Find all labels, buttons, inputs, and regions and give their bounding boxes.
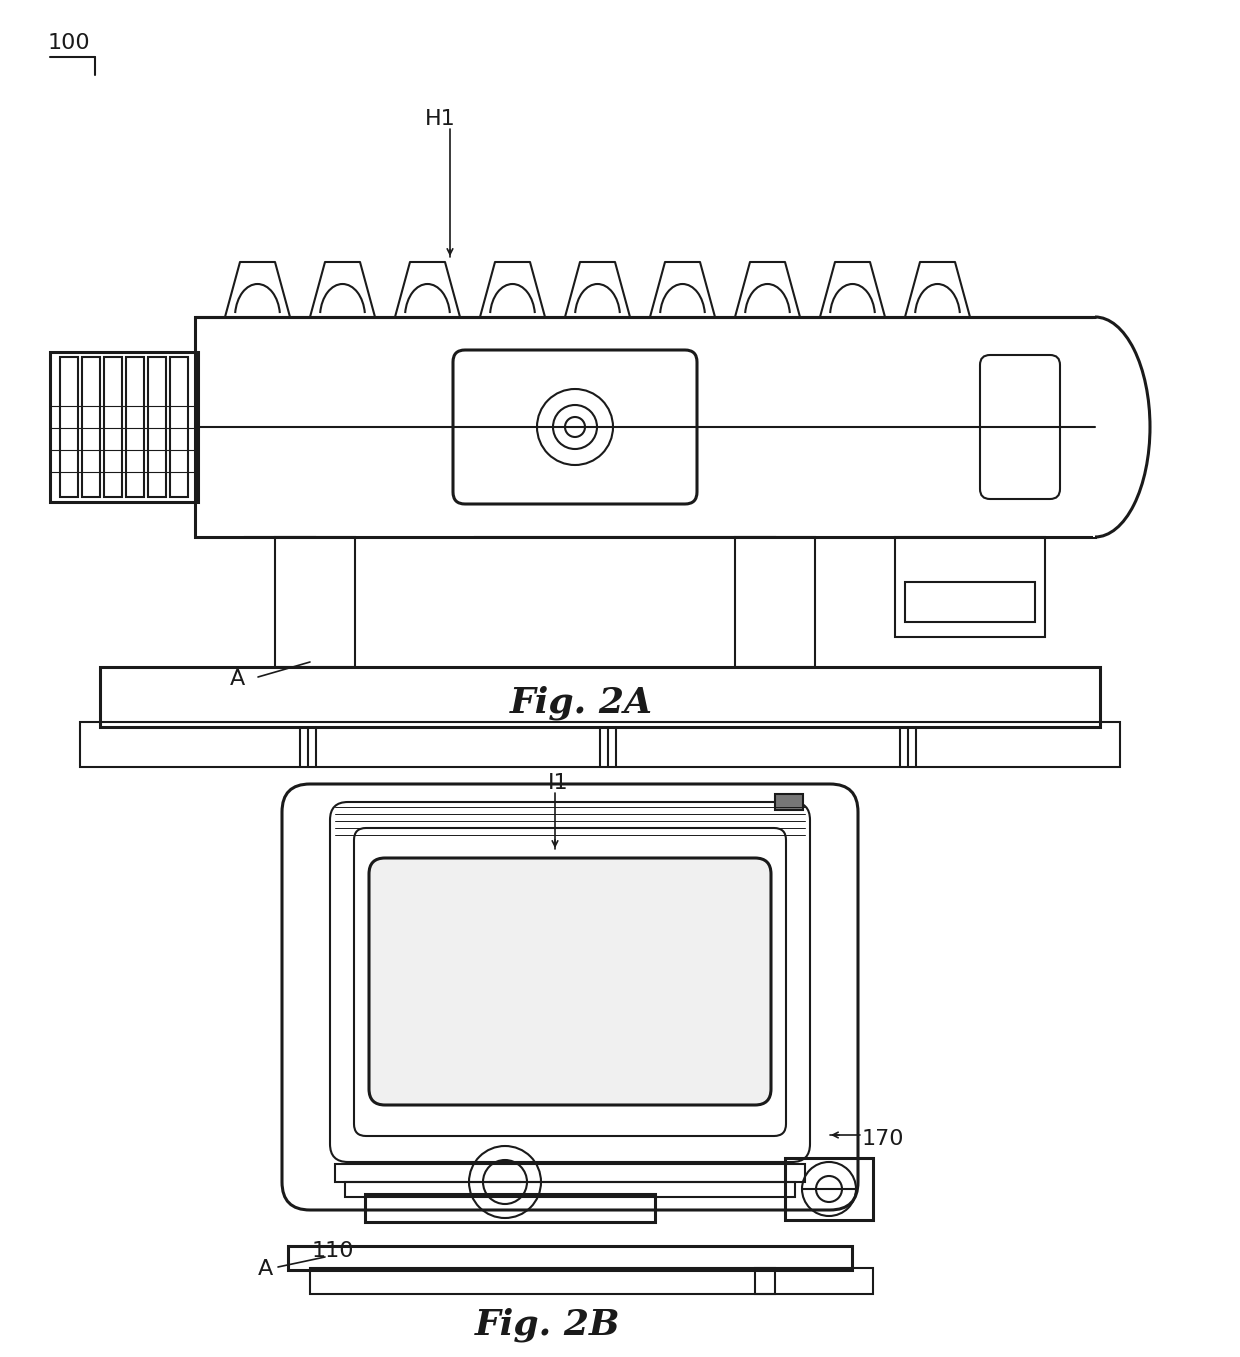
Bar: [148, 357, 166, 497]
Bar: [345, 1182, 795, 1197]
Bar: [310, 1267, 775, 1295]
FancyBboxPatch shape: [353, 828, 786, 1136]
Bar: [82, 357, 100, 497]
Bar: [195, 318, 1095, 537]
Bar: [100, 668, 1100, 727]
Bar: [775, 794, 804, 810]
Bar: [104, 357, 122, 497]
Bar: [335, 1164, 805, 1182]
FancyBboxPatch shape: [453, 350, 697, 503]
Bar: [735, 537, 815, 668]
Bar: [81, 722, 1120, 767]
FancyBboxPatch shape: [980, 356, 1060, 499]
Text: Fig. 2B: Fig. 2B: [475, 1308, 620, 1342]
Bar: [50, 351, 198, 502]
Bar: [895, 537, 1045, 636]
FancyBboxPatch shape: [281, 784, 858, 1210]
Bar: [288, 1246, 852, 1270]
Bar: [905, 582, 1035, 622]
Text: I1: I1: [548, 773, 569, 792]
Bar: [170, 357, 188, 497]
Text: 100: 100: [48, 33, 91, 53]
Text: A: A: [258, 1259, 273, 1280]
FancyBboxPatch shape: [330, 802, 810, 1162]
Text: A: A: [229, 669, 246, 689]
Bar: [275, 537, 355, 668]
Bar: [755, 1267, 873, 1295]
Text: 170: 170: [862, 1129, 904, 1149]
Bar: [126, 357, 144, 497]
Text: 110: 110: [312, 1242, 355, 1261]
Bar: [365, 1194, 655, 1223]
Bar: [1092, 318, 1158, 537]
Text: H1: H1: [425, 109, 456, 129]
Bar: [60, 357, 78, 497]
FancyBboxPatch shape: [370, 858, 771, 1105]
Bar: [785, 1158, 873, 1220]
Text: Fig. 2A: Fig. 2A: [510, 685, 653, 719]
